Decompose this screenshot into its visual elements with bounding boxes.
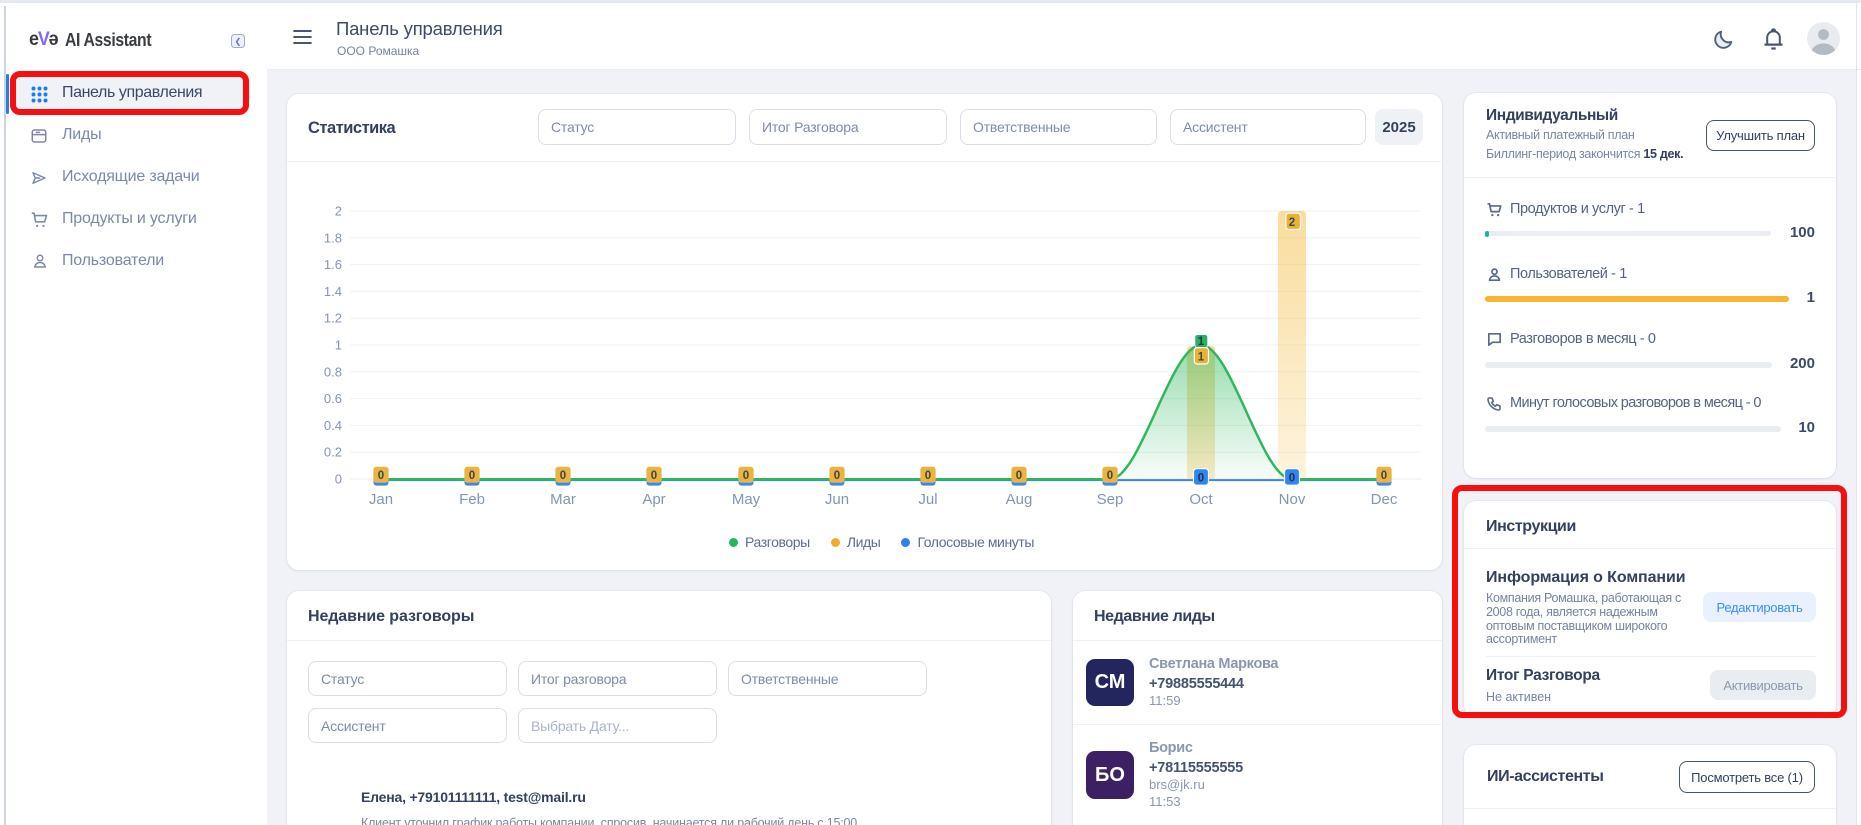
svg-text:Oct: Oct	[1189, 491, 1213, 508]
svg-text:0: 0	[1289, 473, 1295, 485]
svg-text:Jun: Jun	[825, 491, 849, 508]
svg-text:0.4: 0.4	[324, 418, 342, 433]
svg-text:2: 2	[1289, 217, 1295, 229]
svg-text:0: 0	[1198, 473, 1204, 485]
svg-text:Apr: Apr	[642, 491, 665, 508]
svg-text:0: 0	[378, 470, 384, 482]
svg-text:0: 0	[1107, 470, 1113, 482]
svg-text:1: 1	[1198, 351, 1205, 363]
svg-text:1.8: 1.8	[324, 230, 342, 245]
svg-text:0: 0	[1016, 470, 1022, 482]
svg-text:Feb: Feb	[459, 491, 485, 508]
svg-text:0.8: 0.8	[324, 364, 342, 379]
svg-text:0: 0	[335, 472, 342, 487]
svg-text:0: 0	[651, 470, 657, 482]
svg-text:0.2: 0.2	[324, 445, 342, 460]
svg-text:1.4: 1.4	[324, 284, 342, 299]
svg-text:Aug: Aug	[1006, 491, 1033, 508]
svg-text:0.6: 0.6	[324, 391, 342, 406]
svg-text:Dec: Dec	[1371, 491, 1398, 508]
svg-text:0: 0	[560, 470, 566, 482]
svg-text:Sep: Sep	[1097, 491, 1124, 508]
svg-text:0: 0	[743, 470, 749, 482]
svg-text:May: May	[732, 491, 761, 508]
svg-text:0: 0	[1381, 470, 1387, 482]
svg-text:1: 1	[1198, 336, 1205, 348]
svg-text:1.6: 1.6	[324, 257, 342, 272]
svg-text:Jul: Jul	[918, 491, 937, 508]
svg-text:Mar: Mar	[550, 491, 576, 508]
svg-text:0: 0	[925, 470, 931, 482]
svg-text:0: 0	[834, 470, 840, 482]
svg-text:2: 2	[335, 204, 342, 219]
svg-text:1.2: 1.2	[324, 311, 342, 326]
svg-text:0: 0	[469, 470, 475, 482]
svg-text:1: 1	[335, 338, 342, 353]
svg-text:Nov: Nov	[1279, 491, 1306, 508]
svg-text:Jan: Jan	[369, 491, 393, 508]
